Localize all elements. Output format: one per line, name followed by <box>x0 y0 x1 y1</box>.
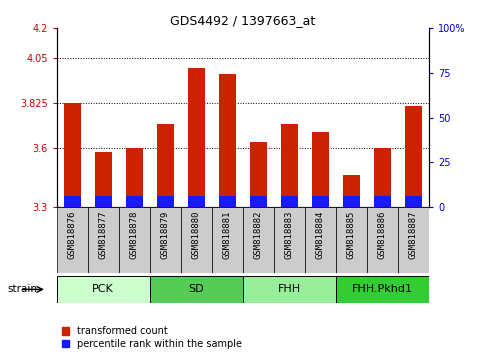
Text: GSM818877: GSM818877 <box>99 210 108 259</box>
Bar <box>181 207 212 273</box>
Bar <box>305 207 336 273</box>
Text: GSM818879: GSM818879 <box>161 210 170 259</box>
Bar <box>157 196 174 207</box>
Bar <box>95 153 112 207</box>
Text: GSM818883: GSM818883 <box>285 210 294 259</box>
Text: FHH: FHH <box>278 284 301 295</box>
Bar <box>312 196 329 207</box>
Text: GSM818881: GSM818881 <box>223 210 232 259</box>
Bar <box>57 207 88 273</box>
Title: GDS4492 / 1397663_at: GDS4492 / 1397663_at <box>170 14 316 27</box>
Text: GSM818876: GSM818876 <box>68 210 77 259</box>
Bar <box>374 196 391 207</box>
Bar <box>367 207 398 273</box>
Bar <box>119 207 150 273</box>
Text: strain: strain <box>7 284 37 295</box>
Text: GSM818878: GSM818878 <box>130 210 139 259</box>
Bar <box>126 148 143 207</box>
Bar <box>150 276 243 303</box>
Bar <box>64 196 81 207</box>
Text: FHH.Pkhd1: FHH.Pkhd1 <box>352 284 413 295</box>
Bar <box>281 196 298 207</box>
Bar <box>250 196 267 207</box>
Bar <box>88 207 119 273</box>
Bar <box>219 74 236 207</box>
Bar <box>219 196 236 207</box>
Bar <box>243 207 274 273</box>
Text: PCK: PCK <box>92 284 114 295</box>
Bar <box>274 207 305 273</box>
Bar <box>150 207 181 273</box>
Text: GSM818885: GSM818885 <box>347 210 356 259</box>
Text: GSM818882: GSM818882 <box>254 210 263 259</box>
Bar <box>157 124 174 207</box>
Bar <box>64 103 81 207</box>
Text: GSM818880: GSM818880 <box>192 210 201 259</box>
Text: GSM818886: GSM818886 <box>378 210 387 259</box>
Bar <box>343 175 360 207</box>
Text: GSM818887: GSM818887 <box>409 210 418 259</box>
Bar <box>281 124 298 207</box>
Bar <box>343 196 360 207</box>
Bar <box>126 196 143 207</box>
Legend: transformed count, percentile rank within the sample: transformed count, percentile rank withi… <box>62 326 242 349</box>
Text: GSM818884: GSM818884 <box>316 210 325 259</box>
Text: SD: SD <box>188 284 204 295</box>
Bar <box>188 196 205 207</box>
Bar <box>312 132 329 207</box>
Bar <box>398 207 429 273</box>
Bar <box>405 106 422 207</box>
Bar <box>95 196 112 207</box>
Bar <box>374 148 391 207</box>
Bar <box>250 142 267 207</box>
Bar <box>405 196 422 207</box>
Bar <box>212 207 243 273</box>
Bar <box>57 276 150 303</box>
Bar <box>243 276 336 303</box>
Bar <box>336 276 429 303</box>
Bar <box>336 207 367 273</box>
Bar <box>188 68 205 207</box>
